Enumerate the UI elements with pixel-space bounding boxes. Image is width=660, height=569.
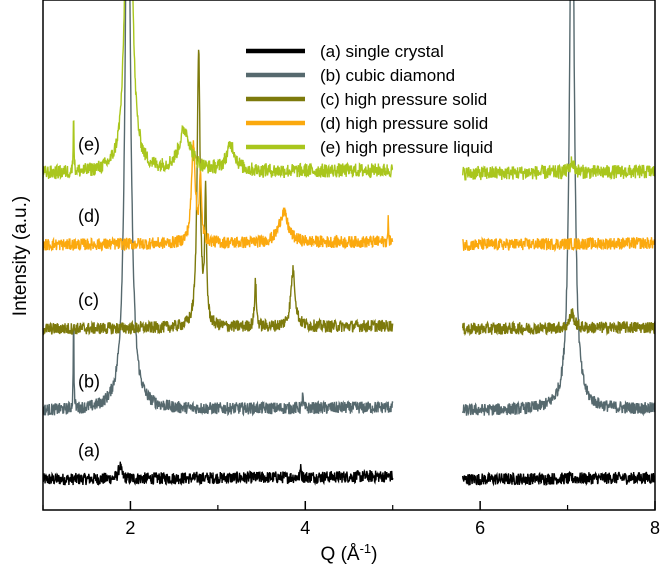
x-axis-ticks: 2 4 6 8 xyxy=(42,501,660,538)
legend: (a) single crystal (b) cubic diamond (c) h… xyxy=(246,42,493,157)
series-line xyxy=(43,0,394,417)
series-traces xyxy=(43,0,655,487)
legend-label: (b) cubic diamond xyxy=(320,66,455,85)
x-tick-label: 8 xyxy=(650,518,660,538)
y-axis-title: Intensity (a.u.) xyxy=(10,196,31,316)
legend-label: (c) high pressure solid xyxy=(320,90,487,109)
series-line xyxy=(462,0,655,417)
series-trace-labels: (a) (b) (c) (d) (e) xyxy=(78,134,100,460)
legend-label: (d) high pressure solid xyxy=(320,114,488,133)
series-line xyxy=(43,140,394,252)
series-trace-label: (d) xyxy=(78,206,100,226)
series-line xyxy=(43,0,394,181)
series-trace-label: (e) xyxy=(78,134,100,154)
x-axis-title-close: ) xyxy=(371,544,377,565)
series-line xyxy=(43,461,394,486)
series-line xyxy=(462,236,655,253)
x-axis-title: Q (Å-1) xyxy=(321,541,378,565)
series-trace-label: (b) xyxy=(78,372,100,392)
x-axis-title-superscript: -1 xyxy=(360,541,372,556)
series-line xyxy=(462,156,655,181)
x-tick-label: 6 xyxy=(475,518,485,538)
series-trace-label: (a) xyxy=(78,440,100,460)
legend-label: (a) single crystal xyxy=(320,42,444,61)
plot-frame xyxy=(42,0,656,511)
series-line xyxy=(43,49,394,336)
x-tick-label: 2 xyxy=(125,518,135,538)
x-axis-title-main: Q (Å xyxy=(321,544,360,565)
x-tick-label: 4 xyxy=(300,518,310,538)
series-trace-label: (c) xyxy=(78,290,99,310)
series-line xyxy=(462,308,655,337)
series-line xyxy=(462,470,655,487)
legend-label: (e) high pressure liquid xyxy=(320,138,493,157)
